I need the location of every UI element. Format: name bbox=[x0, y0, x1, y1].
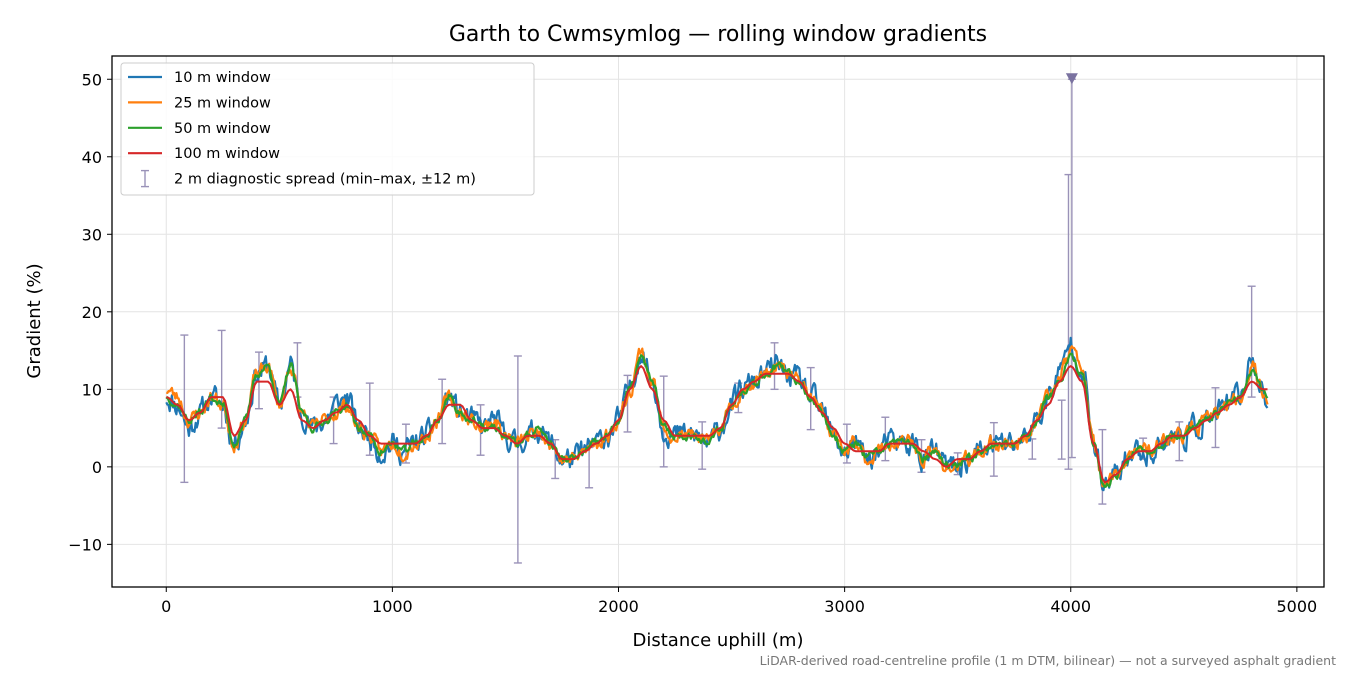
footnote: LiDAR-derived road-centreline profile (1… bbox=[760, 653, 1336, 668]
x-axis-label: Distance uphill (m) bbox=[633, 630, 804, 651]
y-tick-label: 10 bbox=[82, 380, 102, 399]
legend-item: 100 m window bbox=[128, 146, 280, 162]
legend-label: 2 m diagnostic spread (min–max, ±12 m) bbox=[174, 172, 476, 188]
axes-frame bbox=[111, 55, 1325, 588]
legend-box bbox=[120, 62, 535, 196]
y-tick-label: 30 bbox=[82, 225, 102, 244]
x-tick-label: 3000 bbox=[824, 597, 865, 616]
y-tick-label: 40 bbox=[82, 148, 102, 167]
errorbar bbox=[1057, 399, 1066, 460]
legend: 10 m window 25 m window 50 m window 100 m w… bbox=[120, 62, 535, 196]
plot-area bbox=[165, 73, 1269, 564]
series-line bbox=[165, 365, 1268, 484]
legend-label: 25 m window bbox=[174, 95, 271, 111]
errorbar bbox=[513, 355, 522, 564]
y-axis-label: Gradient (%) bbox=[24, 263, 45, 378]
x-tick-label: 4000 bbox=[1050, 597, 1091, 616]
x-tick-label: 0 bbox=[161, 597, 171, 616]
chart-title: Garth to Cwmsymlog — rolling window grad… bbox=[449, 22, 987, 47]
y-tick-label: 20 bbox=[82, 303, 102, 322]
errorbar bbox=[623, 374, 632, 433]
errorbar bbox=[698, 421, 707, 470]
y-tick-label: 50 bbox=[82, 70, 102, 89]
legend-item: 2 m diagnostic spread (min–max, ±12 m) bbox=[141, 169, 476, 188]
errorbar bbox=[1028, 438, 1037, 460]
legend-item: 25 m window bbox=[128, 95, 271, 111]
errorbar bbox=[585, 446, 594, 489]
legend-swatch bbox=[141, 169, 149, 188]
peak-marker bbox=[1065, 73, 1078, 85]
x-axis-ticks: 0 1000 2000 3000 4000 5000 bbox=[161, 587, 1317, 616]
x-tick-label: 2000 bbox=[598, 597, 639, 616]
errorbar bbox=[180, 334, 189, 484]
marker-triangle-icon bbox=[1065, 73, 1078, 85]
x-tick-label: 5000 bbox=[1277, 597, 1318, 616]
line-series bbox=[165, 336, 1269, 492]
legend-label: 50 m window bbox=[174, 121, 271, 137]
errorbar bbox=[1247, 285, 1256, 398]
y-tick-label: 0 bbox=[92, 458, 102, 477]
legend-item: 50 m window bbox=[128, 121, 271, 137]
errorbar bbox=[217, 329, 226, 429]
errorbar bbox=[1064, 173, 1073, 470]
errorbar bbox=[1098, 428, 1107, 505]
y-axis-ticks: −10 0 10 20 30 40 50 bbox=[68, 70, 112, 554]
x-tick-label: 1000 bbox=[372, 597, 413, 616]
legend-label: 100 m window bbox=[174, 146, 280, 162]
legend-label: 10 m window bbox=[174, 70, 271, 86]
errorbar bbox=[254, 351, 263, 410]
y-tick-label: −10 bbox=[68, 535, 102, 554]
legend-item: 10 m window bbox=[128, 70, 271, 86]
